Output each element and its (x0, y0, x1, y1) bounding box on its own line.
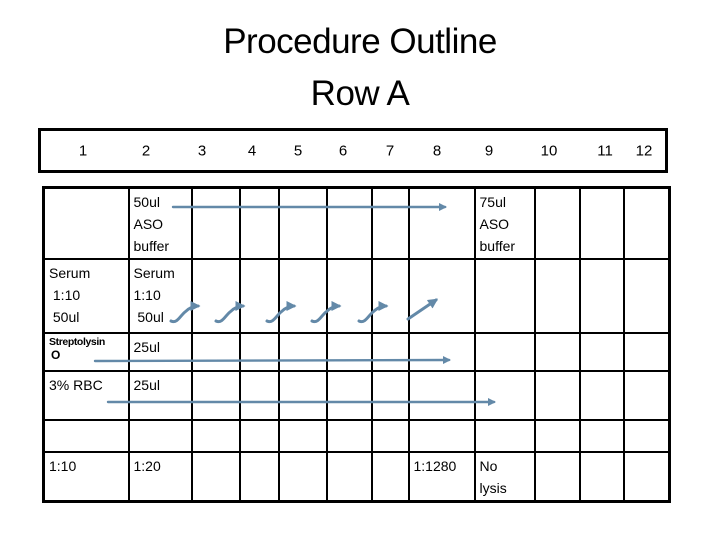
column-number-9: 9 (484, 142, 494, 159)
cell-empty (190, 450, 241, 503)
cell-empty (277, 418, 328, 453)
cell-empty (238, 418, 280, 453)
column-number-7: 7 (385, 142, 395, 159)
column-number-8: 8 (432, 142, 442, 159)
row-serum: Serum 1:10 50ul Serum 1:10 50ul (42, 257, 671, 334)
cell-empty (578, 450, 625, 503)
cell-empty (190, 257, 241, 334)
cell-empty (622, 331, 671, 372)
cell-empty (370, 257, 410, 334)
cell-empty (238, 450, 280, 503)
column-number-12: 12 (635, 142, 653, 159)
column-number-3: 3 (197, 142, 207, 159)
cell-empty (238, 369, 280, 421)
cell-empty (407, 331, 476, 372)
cell-empty (190, 186, 241, 260)
cell-empty (370, 450, 410, 503)
slide-title: Procedure Outline Row A (0, 16, 720, 120)
cell-empty (238, 186, 280, 260)
cell-serum-label: Serum 1:10 50ul (42, 257, 130, 334)
cell-empty (127, 418, 193, 453)
cell-empty (622, 418, 671, 453)
cell-streptolysin-25ul: 25ul (127, 331, 193, 372)
cell-empty (370, 186, 410, 260)
cell-empty (578, 369, 625, 421)
cell-empty (533, 369, 581, 421)
cell-empty (622, 186, 671, 260)
row-aso-buffer: 50ul ASO buffer 75ul ASO buffer (42, 186, 671, 260)
row-blank (42, 418, 671, 453)
column-number-10: 10 (540, 142, 558, 159)
cell-empty (533, 450, 581, 503)
cell-empty (325, 450, 373, 503)
cell-empty (370, 331, 410, 372)
cell-empty (325, 331, 373, 372)
cell-empty (622, 450, 671, 503)
cell-empty (578, 186, 625, 260)
cell-empty (533, 186, 581, 260)
cell-empty (578, 331, 625, 372)
cell-empty (190, 369, 241, 421)
cell-empty (42, 418, 130, 453)
cell-empty (238, 331, 280, 372)
cell-rbc-25ul: 25ul (127, 369, 193, 421)
streptolysin-label-line1: Streptolysin (49, 335, 105, 348)
cell-empty (578, 418, 625, 453)
cell-dilution-1-10: 1:10 (42, 450, 130, 503)
cell-empty (238, 257, 280, 334)
cell-empty (533, 418, 581, 453)
cell-empty (407, 186, 476, 260)
cell-empty (277, 331, 328, 372)
cell-empty (190, 331, 241, 372)
cell-empty (325, 257, 373, 334)
cell-dilution-1-1280: 1:1280 (407, 450, 476, 503)
cell-empty (325, 369, 373, 421)
title-line-1: Procedure Outline (223, 22, 497, 61)
cell-empty (277, 257, 328, 334)
title-line-2: Row A (310, 74, 410, 113)
cell-empty (473, 331, 536, 372)
cell-empty (277, 450, 328, 503)
row-streptolysin: Streptolysin O 25ul (42, 331, 671, 372)
column-number-2: 2 (141, 142, 151, 159)
cell-empty (42, 186, 130, 260)
cell-serum-50ul: Serum 1:10 50ul (127, 257, 193, 334)
cell-empty (533, 331, 581, 372)
cell-empty (473, 257, 536, 334)
cell-empty (533, 257, 581, 334)
cell-empty (407, 418, 476, 453)
cell-dilution-1-20: 1:20 (127, 450, 193, 503)
column-number-11: 11 (597, 142, 613, 159)
cell-rbc-label: 3% RBC (42, 369, 130, 421)
cell-empty (370, 369, 410, 421)
cell-empty (622, 257, 671, 334)
column-number-1: 1 (78, 142, 88, 159)
cell-empty (325, 186, 373, 260)
cell-empty (407, 369, 476, 421)
row-rbc: 3% RBC 25ul (42, 369, 671, 421)
procedure-table: 50ul ASO buffer 75ul ASO buffer Serum 1:… (42, 186, 671, 503)
cell-empty (277, 369, 328, 421)
cell-empty (473, 418, 536, 453)
streptolysin-label-line2: O (51, 347, 61, 362)
cell-empty (277, 186, 328, 260)
cell-streptolysin-label: Streptolysin O (42, 331, 130, 372)
cell-empty (190, 418, 241, 453)
column-number-6: 6 (338, 142, 348, 159)
cell-aso-buffer-75ul: 75ul ASO buffer (473, 186, 536, 260)
column-number-5: 5 (293, 142, 303, 159)
cell-empty (473, 369, 536, 421)
cell-empty (578, 257, 625, 334)
plate-column-number-strip: 1 2 3 4 5 6 7 8 9 10 11 12 (38, 128, 668, 173)
cell-aso-buffer-50ul: 50ul ASO buffer (127, 186, 193, 260)
column-number-4: 4 (247, 142, 257, 159)
cell-empty (325, 418, 373, 453)
cell-empty (370, 418, 410, 453)
cell-empty (622, 369, 671, 421)
row-dilution-results: 1:10 1:20 1:1280 No lysis (42, 450, 671, 503)
cell-empty (407, 257, 476, 334)
cell-no-lysis: No lysis (473, 450, 536, 503)
